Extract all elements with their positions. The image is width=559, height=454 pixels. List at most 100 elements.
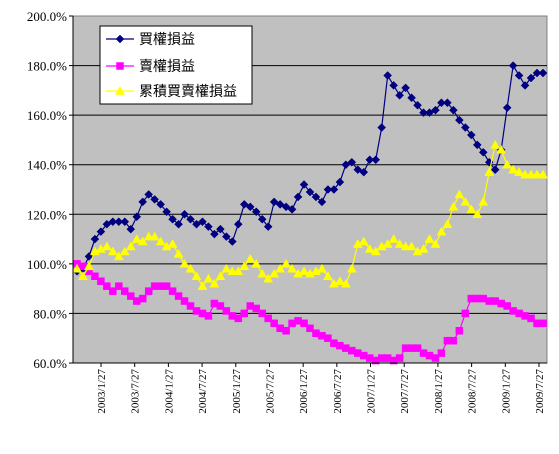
data-point xyxy=(324,334,332,342)
data-point xyxy=(341,160,351,170)
data-point xyxy=(526,169,536,179)
data-point xyxy=(173,248,184,258)
x-tick-label: 2008/1/27 xyxy=(433,369,445,414)
data-point xyxy=(508,164,519,174)
data-point xyxy=(443,98,452,108)
data-point xyxy=(358,236,369,246)
data-point xyxy=(442,219,453,228)
data-point xyxy=(257,268,268,278)
data-point xyxy=(514,71,524,80)
data-point xyxy=(174,219,183,229)
data-point xyxy=(227,266,238,276)
data-point xyxy=(293,192,303,202)
data-point xyxy=(269,197,279,207)
data-point xyxy=(347,157,357,167)
legend-label-2: 累積買賣權損益 xyxy=(139,84,237,100)
data-point xyxy=(252,304,260,313)
data-point xyxy=(466,204,477,214)
data-point xyxy=(532,169,542,179)
data-point xyxy=(108,217,118,227)
data-point xyxy=(317,263,327,273)
data-point xyxy=(454,189,465,199)
legend: 買權損益 賣權損益 累積買賣權損益 xyxy=(99,25,253,105)
y-tick-label: 140.0% xyxy=(27,158,67,173)
series-layer xyxy=(72,61,548,365)
data-point xyxy=(126,224,136,234)
data-point xyxy=(103,282,111,290)
x-tick-label: 2005/7/27 xyxy=(264,369,276,414)
data-point xyxy=(455,115,464,125)
data-point xyxy=(520,169,531,179)
data-point xyxy=(239,261,250,271)
data-point xyxy=(502,159,513,169)
x-tick-label: 2008/7/27 xyxy=(467,369,479,414)
data-point xyxy=(514,167,525,176)
data-point xyxy=(520,81,530,90)
data-point xyxy=(113,251,124,261)
data-point xyxy=(478,147,488,157)
data-point xyxy=(275,200,285,209)
legend-marker-1 xyxy=(116,62,124,70)
data-point xyxy=(287,204,297,214)
data-point xyxy=(377,123,387,132)
legend-entry-0: 買權損益 xyxy=(106,32,195,48)
data-point xyxy=(395,354,404,362)
series-2 xyxy=(72,139,548,290)
data-point xyxy=(287,263,298,273)
data-point xyxy=(180,297,189,305)
data-point xyxy=(264,314,272,323)
y-tick-label: 160.0% xyxy=(27,108,67,123)
data-point xyxy=(234,314,243,323)
x-tick-label: 2007/7/27 xyxy=(399,369,411,414)
data-point xyxy=(120,217,130,227)
data-point xyxy=(484,167,495,176)
x-tick-label: 2003/1/27 xyxy=(96,369,108,414)
data-point xyxy=(364,243,375,253)
data-point xyxy=(413,100,422,110)
data-point xyxy=(419,108,428,118)
data-point xyxy=(400,241,411,251)
data-point xyxy=(192,219,201,229)
y-tick-label: 100.0% xyxy=(27,257,67,272)
data-point xyxy=(460,123,470,132)
data-point xyxy=(496,144,507,154)
data-point xyxy=(179,258,190,268)
x-tick-label: 2003/7/27 xyxy=(130,369,142,414)
data-point xyxy=(413,344,422,352)
data-point xyxy=(167,239,178,248)
data-point xyxy=(72,263,82,273)
legend-marker-shape xyxy=(115,34,125,44)
legend-entry-1: 賣權損益 xyxy=(106,59,195,75)
data-point xyxy=(394,239,405,248)
data-point xyxy=(168,214,177,224)
data-point xyxy=(305,187,315,197)
data-point xyxy=(186,302,195,310)
x-tick-label: 2009/1/27 xyxy=(500,369,512,414)
data-point xyxy=(263,273,274,283)
data-point xyxy=(502,103,512,113)
data-point xyxy=(275,263,286,273)
x-tick-label: 2006/1/27 xyxy=(298,369,310,414)
data-point xyxy=(90,234,100,244)
data-point xyxy=(437,98,446,108)
data-point xyxy=(216,224,225,234)
data-point xyxy=(78,271,88,280)
data-point xyxy=(466,130,476,140)
data-point xyxy=(300,319,308,328)
data-point xyxy=(538,68,548,78)
data-point xyxy=(449,336,458,345)
data-point xyxy=(281,258,292,268)
data-point xyxy=(334,276,345,285)
data-point xyxy=(448,201,459,211)
data-point xyxy=(365,155,375,165)
data-point xyxy=(388,234,399,243)
data-point xyxy=(168,287,177,295)
data-point xyxy=(281,202,291,212)
data-point xyxy=(257,214,267,224)
data-point xyxy=(115,282,123,290)
data-point xyxy=(222,307,231,315)
data-point xyxy=(503,302,511,310)
data-point xyxy=(472,140,482,150)
data-point xyxy=(455,327,464,335)
data-point xyxy=(335,177,345,187)
